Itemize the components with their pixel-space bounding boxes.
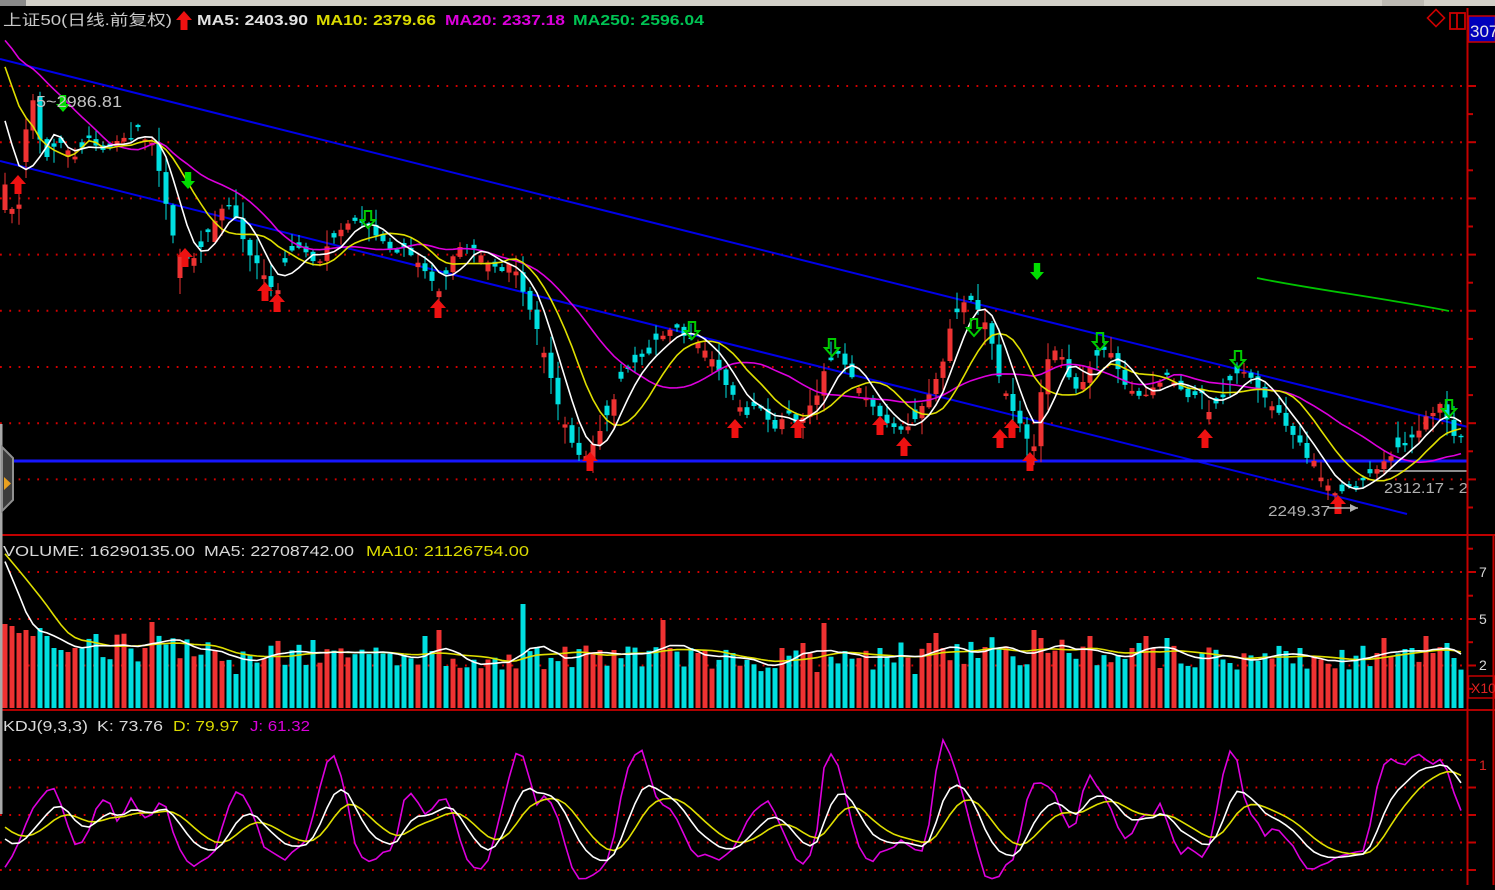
- svg-text:7: 7: [1479, 564, 1487, 580]
- svg-text:1: 1: [1479, 757, 1487, 773]
- svg-text:MA5: 2403.90: MA5: 2403.90: [197, 12, 308, 29]
- svg-text:KDJ(9,3,3): KDJ(9,3,3): [3, 718, 88, 735]
- svg-text:2: 2: [1479, 657, 1487, 673]
- svg-text:VOLUME: 16290135.00: VOLUME: 16290135.00: [3, 543, 195, 560]
- svg-text:J: 61.32: J: 61.32: [250, 718, 310, 735]
- svg-text:X10: X10: [1471, 680, 1495, 696]
- svg-text:2249.37: 2249.37: [1268, 503, 1330, 520]
- svg-text:MA20: 2337.18: MA20: 2337.18: [445, 12, 565, 29]
- svg-text:5~2986.81: 5~2986.81: [36, 94, 122, 111]
- svg-text:上证50(日线.前复权): 上证50(日线.前复权): [3, 11, 172, 29]
- svg-text:5: 5: [1479, 611, 1487, 627]
- svg-text:D: 79.97: D: 79.97: [173, 718, 239, 735]
- svg-text:MA250: 2596.04: MA250: 2596.04: [573, 12, 705, 29]
- svg-text:2312.17 - 2: 2312.17 - 2: [1384, 480, 1468, 497]
- svg-text:K: 73.76: K: 73.76: [97, 718, 163, 735]
- svg-text:MA5: 22708742.00: MA5: 22708742.00: [204, 543, 354, 560]
- svg-text:307: 307: [1470, 22, 1495, 41]
- svg-text:MA10: 2379.66: MA10: 2379.66: [316, 12, 436, 29]
- svg-text:MA10: 21126754.00: MA10: 21126754.00: [366, 543, 529, 560]
